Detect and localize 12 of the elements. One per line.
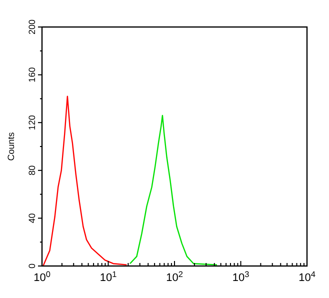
- y-tick-label: 120: [27, 115, 37, 130]
- x-tick-label: 10$^{3}$: [232, 270, 250, 284]
- x-tick-label: 10$^{0}$: [34, 270, 51, 284]
- y-tick-label: 160: [27, 67, 37, 82]
- x-tick-label: 10$^{4}$: [298, 270, 316, 284]
- y-tick-label: 80: [27, 165, 37, 176]
- y-tick-label: 0: [27, 263, 37, 269]
- y-tick-label: 40: [27, 213, 37, 224]
- y-tick-label: 200: [27, 19, 37, 35]
- x-tick-label: 10$^{1}$: [100, 270, 118, 284]
- x-tick-label: 10$^{2}$: [166, 270, 184, 284]
- y-axis-title: Counts: [6, 132, 16, 161]
